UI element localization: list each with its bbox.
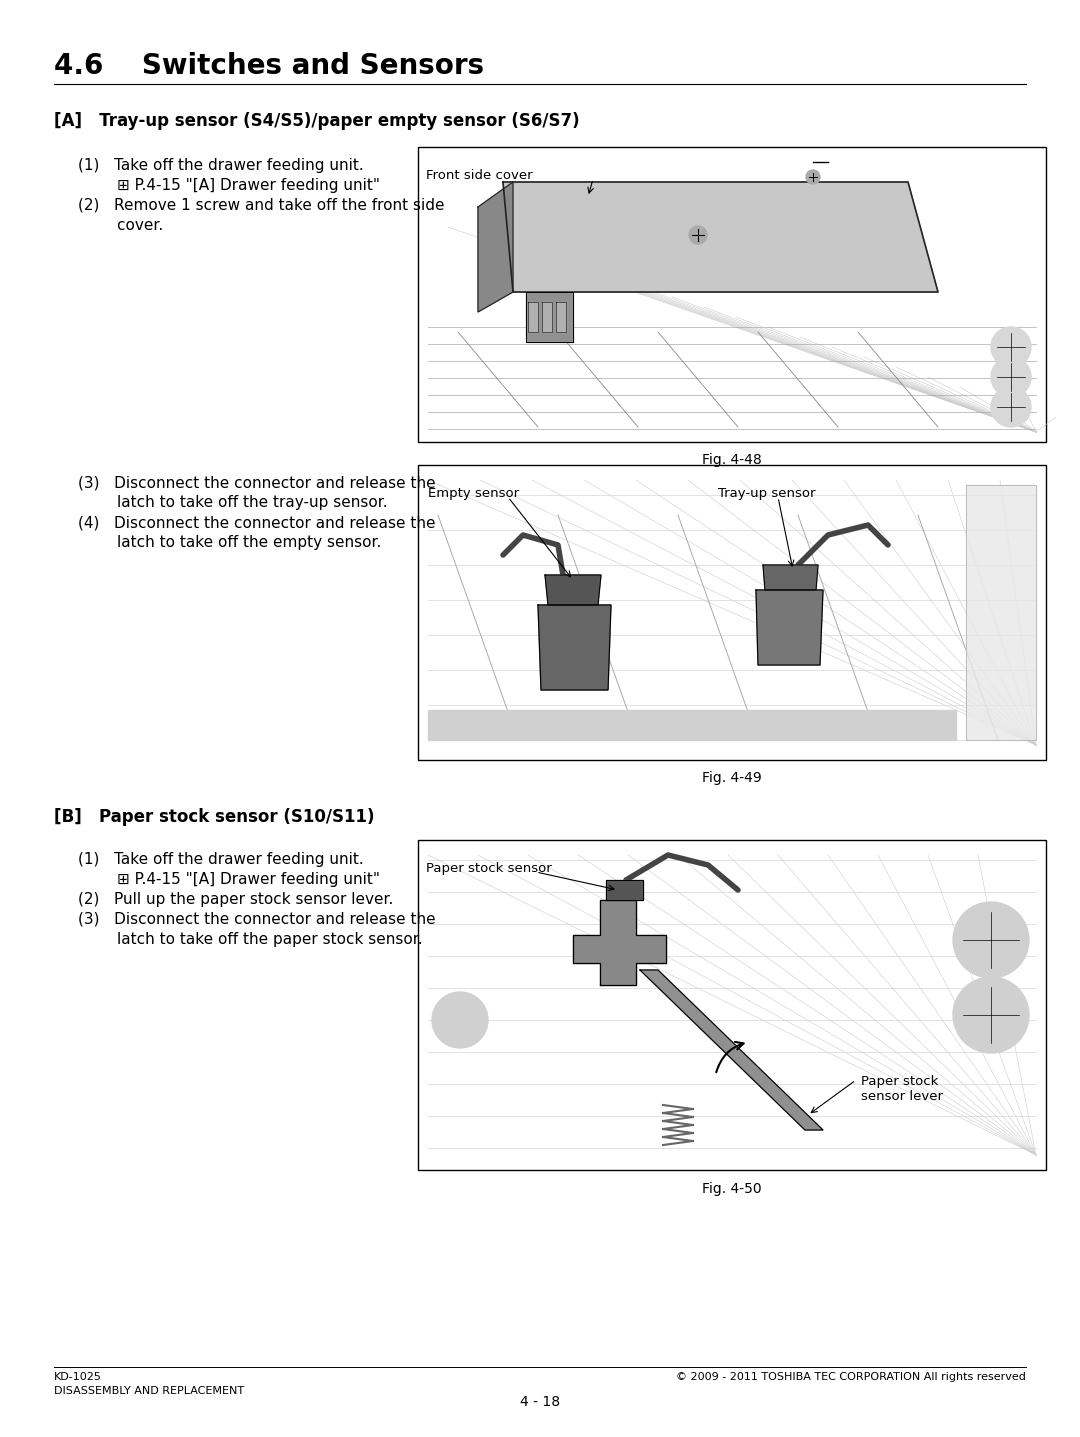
Text: Fig. 4-50: Fig. 4-50: [702, 1183, 761, 1196]
Circle shape: [991, 328, 1031, 366]
Text: [A]   Tray-up sensor (S4/S5)/paper empty sensor (S6/S7): [A] Tray-up sensor (S4/S5)/paper empty s…: [54, 112, 580, 129]
Text: latch to take off the paper stock sensor.: latch to take off the paper stock sensor…: [78, 933, 422, 947]
Polygon shape: [556, 302, 566, 332]
Text: Fig. 4-48: Fig. 4-48: [702, 453, 761, 467]
Circle shape: [991, 387, 1031, 427]
Bar: [418, 466, 1047, 760]
Polygon shape: [606, 879, 643, 900]
Circle shape: [806, 170, 820, 184]
Polygon shape: [573, 935, 666, 963]
Text: ⊞ P.4-15 "[A] Drawer feeding unit": ⊞ P.4-15 "[A] Drawer feeding unit": [78, 872, 380, 887]
Polygon shape: [526, 292, 573, 342]
Text: KD-1025: KD-1025: [54, 1372, 102, 1382]
Circle shape: [953, 977, 1029, 1053]
Polygon shape: [545, 575, 600, 605]
Circle shape: [689, 226, 707, 244]
Polygon shape: [503, 182, 939, 292]
Text: latch to take off the empty sensor.: latch to take off the empty sensor.: [78, 535, 381, 550]
Text: cover.: cover.: [78, 218, 163, 233]
Polygon shape: [478, 182, 513, 312]
Bar: [418, 841, 1047, 1170]
Text: (4)   Disconnect the connector and release the: (4) Disconnect the connector and release…: [78, 514, 435, 530]
Text: [B]   Paper stock sensor (S10/S11): [B] Paper stock sensor (S10/S11): [54, 808, 375, 826]
Circle shape: [432, 992, 488, 1048]
Text: latch to take off the tray-up sensor.: latch to take off the tray-up sensor.: [78, 494, 388, 510]
Polygon shape: [966, 486, 1036, 740]
Polygon shape: [528, 302, 538, 332]
Text: (3)   Disconnect the connector and release the: (3) Disconnect the connector and release…: [78, 476, 435, 490]
Text: DISASSEMBLY AND REPLACEMENT: DISASSEMBLY AND REPLACEMENT: [54, 1387, 244, 1395]
Polygon shape: [542, 302, 552, 332]
Text: Paper stock
sensor lever: Paper stock sensor lever: [861, 1075, 943, 1104]
Polygon shape: [538, 605, 611, 690]
Polygon shape: [428, 710, 956, 740]
Text: (2)   Pull up the paper stock sensor lever.: (2) Pull up the paper stock sensor lever…: [78, 892, 393, 907]
Polygon shape: [762, 565, 818, 591]
Text: (3)   Disconnect the connector and release the: (3) Disconnect the connector and release…: [78, 912, 435, 927]
Text: ⊞ P.4-15 "[A] Drawer feeding unit": ⊞ P.4-15 "[A] Drawer feeding unit": [78, 178, 380, 193]
Text: 4 - 18: 4 - 18: [519, 1395, 561, 1410]
Text: Fig. 4-49: Fig. 4-49: [702, 772, 761, 785]
Text: 4.6    Switches and Sensors: 4.6 Switches and Sensors: [54, 52, 484, 80]
Text: (2)   Remove 1 screw and take off the front side: (2) Remove 1 screw and take off the fron…: [78, 198, 445, 213]
Text: (1)   Take off the drawer feeding unit.: (1) Take off the drawer feeding unit.: [78, 852, 364, 867]
Circle shape: [991, 356, 1031, 397]
Text: (1)   Take off the drawer feeding unit.: (1) Take off the drawer feeding unit.: [78, 158, 364, 172]
Polygon shape: [600, 900, 636, 984]
Text: Front side cover: Front side cover: [426, 170, 532, 182]
Text: © 2009 - 2011 TOSHIBA TEC CORPORATION All rights reserved: © 2009 - 2011 TOSHIBA TEC CORPORATION Al…: [676, 1372, 1026, 1382]
Text: Tray-up sensor: Tray-up sensor: [718, 487, 815, 500]
Text: Empty sensor: Empty sensor: [428, 487, 519, 500]
Circle shape: [953, 902, 1029, 979]
Text: Paper stock sensor: Paper stock sensor: [426, 862, 552, 875]
Polygon shape: [756, 591, 823, 665]
Bar: [418, 147, 1047, 443]
Polygon shape: [640, 970, 823, 1129]
